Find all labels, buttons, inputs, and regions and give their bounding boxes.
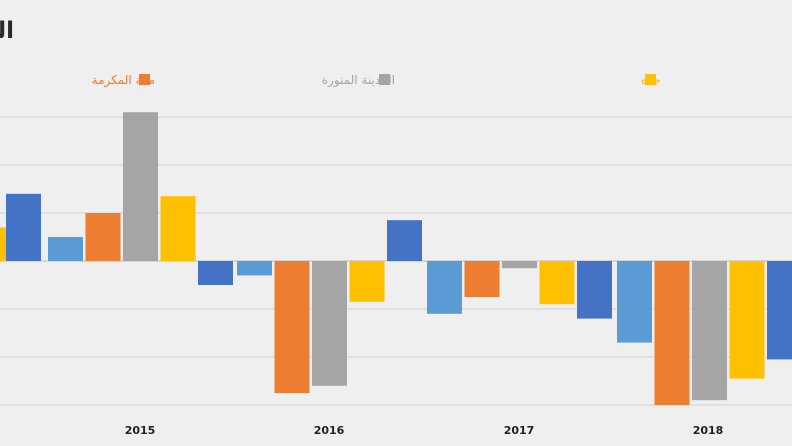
x-tick-label: 2016 (314, 424, 345, 437)
legend-swatch-s4 (645, 74, 656, 85)
x-tick-label: 2017 (504, 424, 535, 437)
bar-2017-s1 (427, 261, 462, 314)
bar-2017-s5 (577, 261, 612, 319)
bar-2017-s3 (502, 261, 537, 269)
x-tick-label: 2018 (693, 424, 724, 437)
bar-2017-s4 (539, 261, 575, 305)
legend-label-s3: المدينة المنورة (322, 73, 395, 88)
bar-2016-s5 (387, 220, 422, 261)
bar-2015-s3 (123, 112, 158, 261)
x-tick-labels: 2015 2016 2017 2018 (125, 424, 724, 437)
bar-2015-s2 (85, 213, 121, 261)
legend-swatch-s2 (139, 74, 150, 85)
bar-2016-s2 (274, 261, 310, 393)
bar-leading-partial (0, 227, 6, 261)
bar-2015-s4 (160, 196, 196, 261)
bar-2018-s2 (654, 261, 690, 405)
bar-2016-s4 (349, 261, 385, 302)
bars (0, 112, 792, 405)
bar-2018-s3 (692, 261, 727, 401)
bar-2018-s4 (729, 261, 765, 379)
bar-2018-s5 (767, 261, 792, 360)
x-tick-label: 2015 (125, 424, 156, 437)
bar-2016-s1 (237, 261, 272, 276)
legend-label-s2: مكة المكرمة (92, 73, 155, 88)
bar-leading-partial (6, 193, 41, 261)
legend-label-s4: جده (641, 73, 661, 87)
bar-2017-s2 (464, 261, 500, 297)
bar-2015-s1 (48, 237, 83, 261)
chart-title: التغيرات السنوية لمتوسط أسعار الأراضي ال… (0, 14, 14, 44)
legend-swatch-s3 (379, 74, 390, 85)
bar-2016-s3 (312, 261, 347, 386)
legend: مكة المكرمة المدينة المنورة جده (92, 73, 661, 88)
bar-2015-s5 (198, 261, 233, 285)
bar-2018-s1 (617, 261, 652, 343)
